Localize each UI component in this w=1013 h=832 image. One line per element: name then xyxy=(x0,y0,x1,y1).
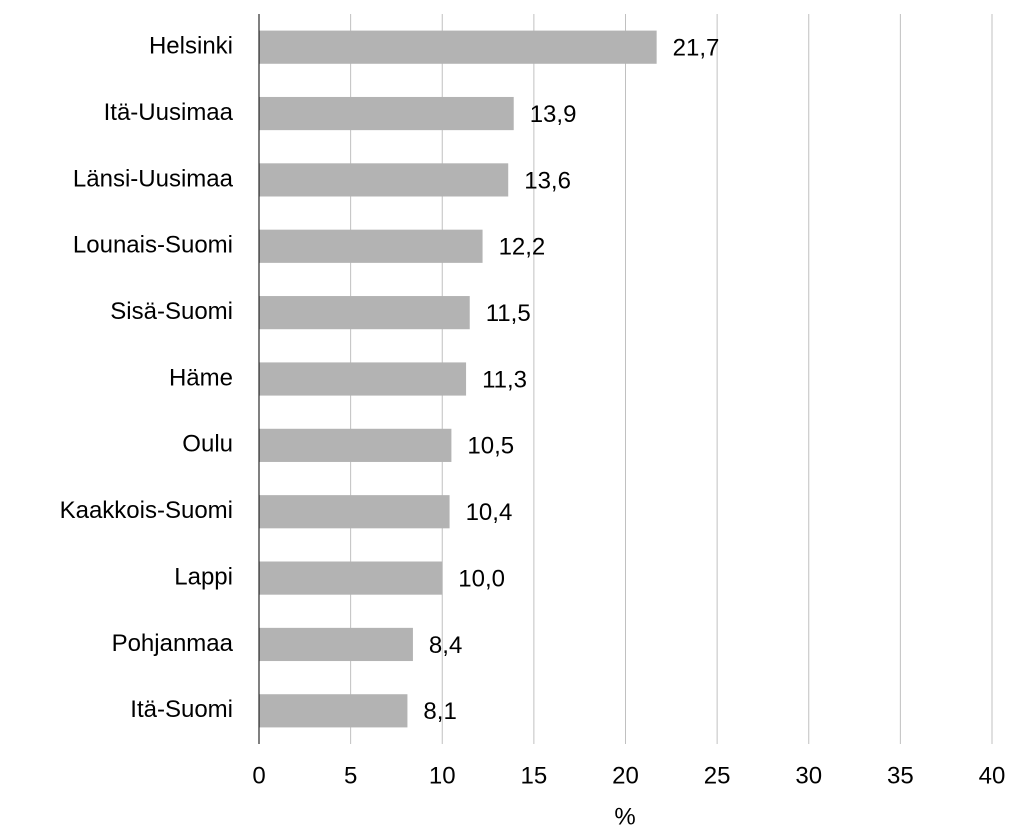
x-tick-label: 0 xyxy=(252,762,265,789)
x-tick-label: 40 xyxy=(979,762,1006,789)
bar xyxy=(259,163,509,197)
y-tick-label: Sisä-Suomi xyxy=(110,298,233,325)
x-tick-label: 10 xyxy=(429,762,456,789)
y-tick-label: Pohjanmaa xyxy=(112,630,234,657)
bar xyxy=(259,561,443,595)
x-tick-label: 35 xyxy=(887,762,914,789)
value-label: 8,4 xyxy=(429,632,462,659)
y-tick-label: Oulu xyxy=(182,431,233,458)
y-tick-label: Kaakkois-Suomi xyxy=(60,497,233,524)
x-tick-label: 15 xyxy=(521,762,548,789)
x-tick-label: 30 xyxy=(795,762,822,789)
y-tick-label: Lounais-Suomi xyxy=(73,232,233,259)
bar xyxy=(259,296,470,330)
value-label: 21,7 xyxy=(673,35,720,62)
bar xyxy=(259,495,450,529)
bar xyxy=(259,229,483,263)
value-label: 10,4 xyxy=(466,499,513,526)
x-tick-label: 20 xyxy=(612,762,639,789)
value-label: 11,5 xyxy=(486,300,531,327)
y-tick-label: Itä-Suomi xyxy=(130,696,233,723)
y-tick-label: Helsinki xyxy=(149,33,233,60)
value-label: 10,5 xyxy=(467,433,514,460)
value-label: 13,6 xyxy=(524,167,571,194)
bar xyxy=(259,96,514,131)
y-tick-label: Länsi-Uusimaa xyxy=(73,165,234,192)
bar xyxy=(259,694,408,728)
value-label: 11,3 xyxy=(482,366,527,393)
value-label: 8,1 xyxy=(423,698,456,725)
x-tick-label: 5 xyxy=(344,762,357,789)
x-axis-label: % xyxy=(614,803,635,830)
value-label: 12,2 xyxy=(499,234,546,261)
value-label: 10,0 xyxy=(458,565,505,592)
y-tick-label: Häme xyxy=(169,364,233,391)
value-label: 13,9 xyxy=(530,101,577,128)
y-tick-label: Lappi xyxy=(174,563,233,590)
x-tick-label: 25 xyxy=(704,762,731,789)
bar xyxy=(259,30,657,64)
bar xyxy=(259,362,467,396)
bar xyxy=(259,627,413,662)
y-tick-label: Itä-Uusimaa xyxy=(104,99,234,126)
bar xyxy=(259,428,452,462)
